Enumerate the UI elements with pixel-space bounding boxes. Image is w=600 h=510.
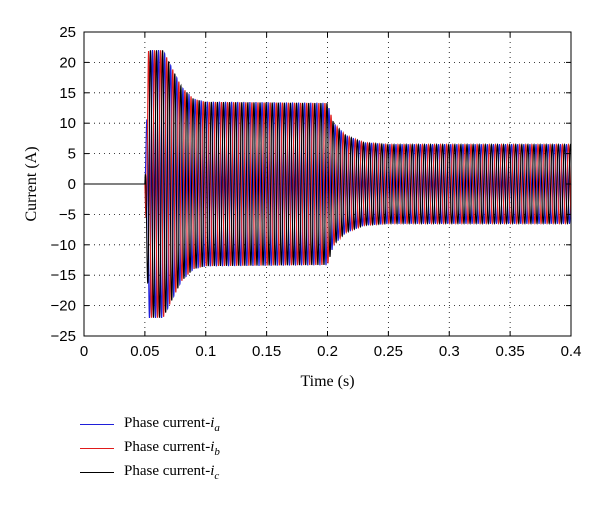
series-line-ib — [84, 50, 572, 318]
x-tick-label: 0.15 — [252, 343, 281, 360]
legend-item-ia: Phase current-ia — [80, 412, 220, 436]
y-tick-label: 20 — [59, 54, 76, 71]
legend: Phase current-ia Phase current-ib Phase … — [80, 412, 220, 484]
y-tick-label: 15 — [59, 85, 76, 102]
y-tick-label: −5 — [59, 206, 76, 223]
legend-swatch-ia — [80, 423, 114, 425]
chart-svg: 0 0.05 0.1 0.15 0.2 0.25 0.3 0.35 0.4 −25 −20 −15 −1… — [23, 24, 582, 390]
x-tick-label: 0.2 — [317, 343, 338, 360]
legend-label-ib: Phase current-ib — [124, 438, 220, 458]
x-tick-label: 0.3 — [439, 343, 460, 360]
series-line-ic — [84, 50, 572, 318]
y-tick-label: −10 — [51, 237, 76, 254]
legend-label-ia: Phase current-ia — [124, 414, 220, 434]
legend-item-ic: Phase current-ic — [80, 460, 220, 484]
legend-label-ic: Phase current-ic — [124, 462, 220, 482]
x-axis-label: Time (s) — [300, 373, 354, 390]
y-axis-label: Current (A) — [23, 146, 40, 221]
x-tick-label: 0.35 — [496, 343, 525, 360]
legend-swatch-ib — [80, 447, 114, 449]
y-tick-label: 25 — [59, 24, 76, 41]
legend-swatch-ic — [80, 471, 114, 473]
y-tick-label: 5 — [68, 146, 76, 163]
x-tick-label: 0.1 — [195, 343, 216, 360]
x-tick-label: 0.05 — [130, 343, 159, 360]
y-tick-label: 10 — [59, 115, 76, 132]
y-tick-label: −20 — [51, 298, 76, 315]
y-tick-label: −15 — [51, 267, 76, 284]
y-tick-label: −25 — [51, 328, 76, 345]
x-tick-label: 0.4 — [561, 343, 582, 360]
x-tick-label: 0.25 — [374, 343, 403, 360]
series-line-ia — [84, 49, 572, 319]
legend-item-ib: Phase current-ib — [80, 436, 220, 460]
x-tick-label: 0 — [80, 343, 88, 360]
y-tick-label: 0 — [68, 176, 76, 193]
